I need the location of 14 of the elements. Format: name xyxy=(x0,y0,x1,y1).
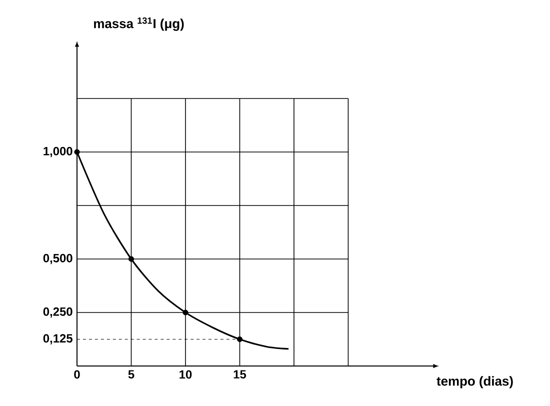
x-tick-label: 10 xyxy=(180,370,192,379)
y-tick-label: 1,000 xyxy=(44,146,72,158)
x-axis-title: tempo (dias) xyxy=(436,376,513,388)
y-tick-label: 0,125 xyxy=(43,334,72,344)
point xyxy=(182,310,188,316)
x-tick-label: 5 xyxy=(128,370,134,379)
x-tick-label: 0 xyxy=(74,370,80,379)
point xyxy=(236,336,243,342)
point xyxy=(128,256,134,262)
point xyxy=(74,149,80,155)
x-tick-label: 15 xyxy=(234,370,246,379)
y-tick-label: 0,250 xyxy=(43,307,72,318)
y-axis-title: massa $^{131}$I (μg) xyxy=(94,17,184,31)
y-tick-label: 0,500 xyxy=(43,254,72,264)
